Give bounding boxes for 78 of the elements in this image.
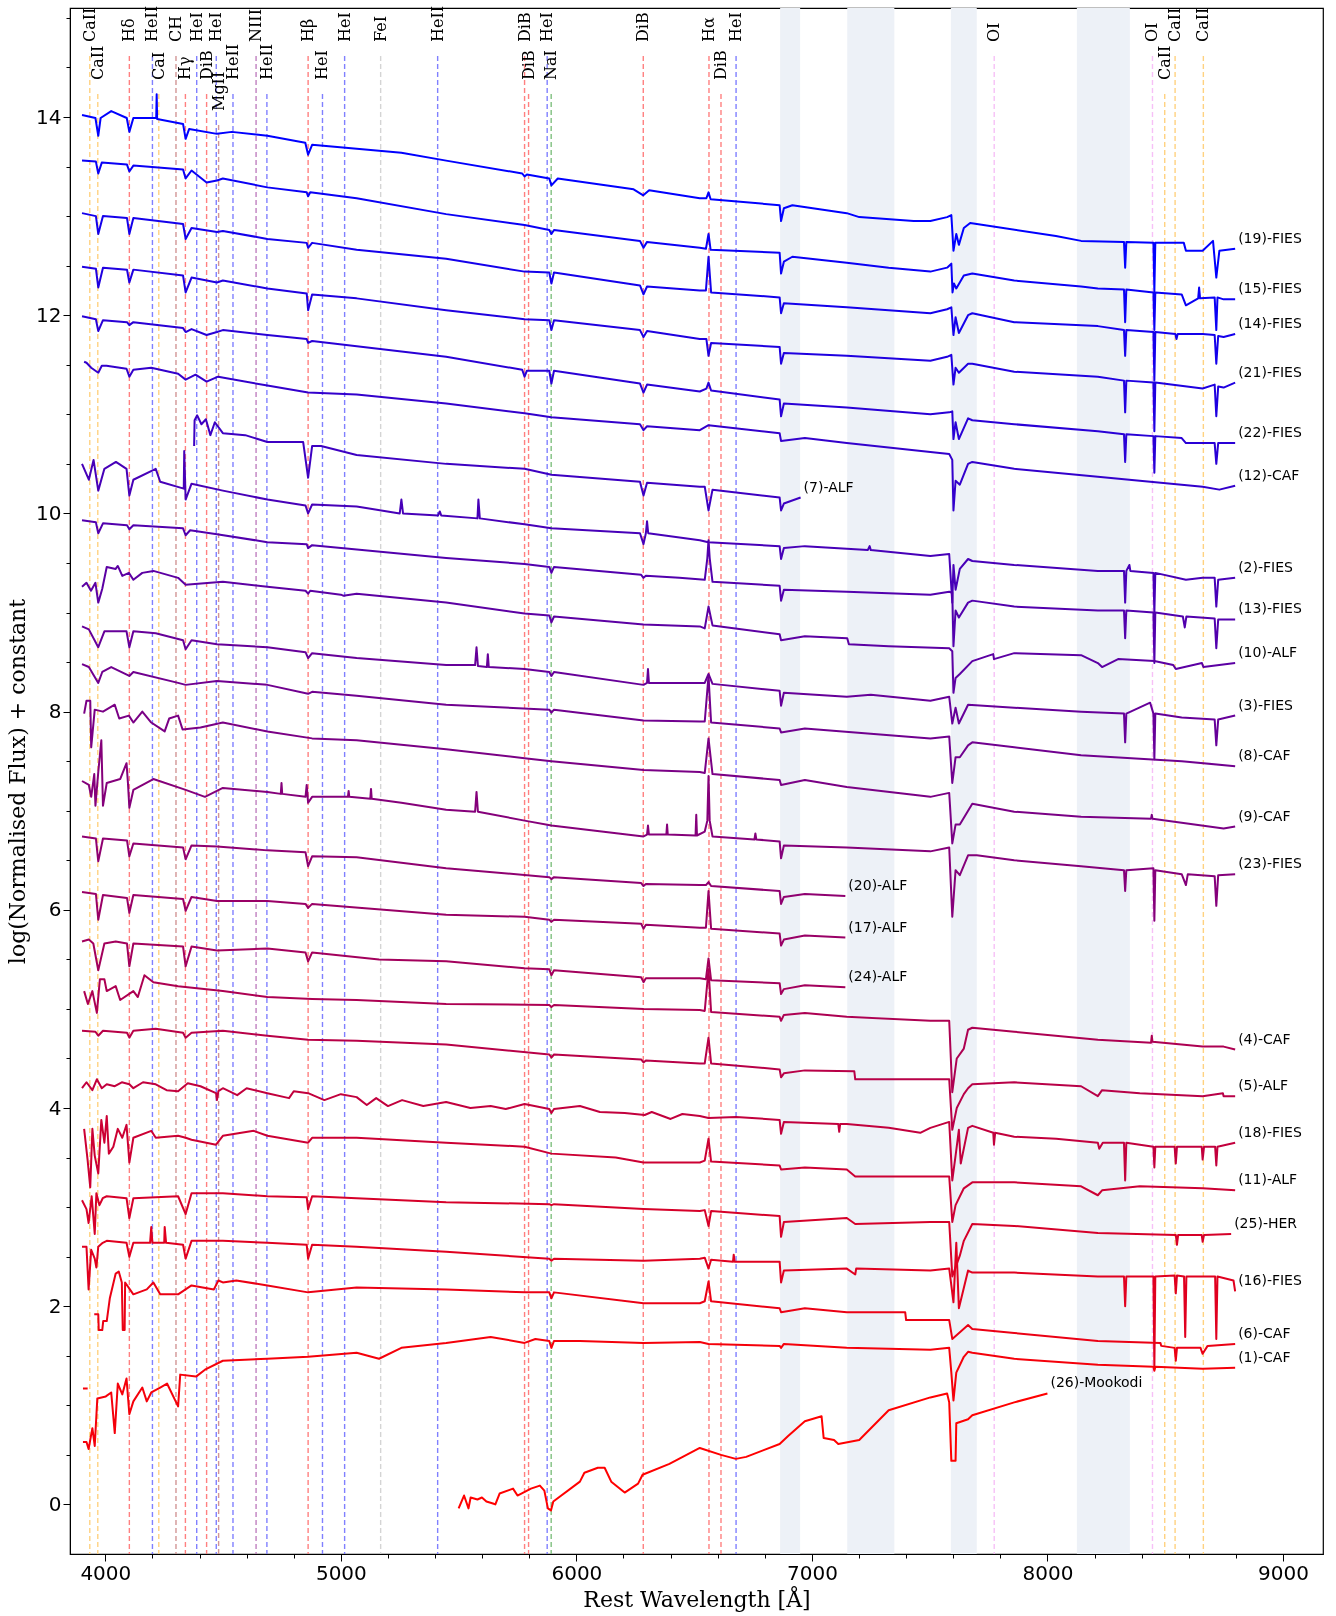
series-label: (1)-CAF: [1238, 1348, 1291, 1365]
ref-line-label: HeII: [256, 43, 276, 80]
ref-line-label: HeI: [206, 12, 226, 42]
series-label: (22)-FIES: [1238, 424, 1302, 441]
ref-line-label: CaII: [1165, 7, 1185, 42]
x-tick-label: 5000: [315, 1560, 367, 1585]
series-label: (2)-FIES: [1238, 558, 1294, 575]
series-label: (4)-CAF: [1238, 1030, 1291, 1047]
ref-line-label: DiB: [633, 12, 653, 42]
series-label: (20)-ALF: [848, 876, 908, 893]
ref-line-label: Hδ: [119, 18, 139, 42]
y-tick-label: 8: [48, 699, 62, 724]
ref-line-label: FeI: [370, 15, 390, 42]
x-tick-label: 6000: [551, 1560, 603, 1585]
line-series: [81, 890, 847, 947]
ref-line-label: OI: [984, 22, 1004, 42]
series-label: (15)-FIES: [1238, 280, 1302, 297]
line-series: [81, 1335, 1237, 1450]
ref-line-label: CaII: [1154, 45, 1174, 80]
series-label: (18)-FIES: [1238, 1123, 1302, 1140]
x-tick-label: 8000: [1022, 1560, 1074, 1585]
ref-line-label: NIII: [246, 9, 266, 42]
series-label: (19)-FIES: [1238, 229, 1302, 246]
ref-line-label: HeI: [537, 12, 557, 42]
series-label: (23)-FIES: [1238, 855, 1302, 872]
series-label: (14)-FIES: [1238, 315, 1302, 332]
ref-line-label: DiB: [710, 50, 730, 80]
line-series: [81, 739, 1237, 922]
line-series: [83, 699, 1237, 845]
ref-line-label: DiB: [514, 12, 534, 42]
series-label: (6)-CAF: [1238, 1324, 1291, 1341]
series-label: (10)-ALF: [1238, 644, 1298, 661]
ref-line-label: HeI: [186, 12, 206, 42]
y-tick-label: 2: [48, 1293, 62, 1318]
ref-line-label: CaII: [79, 7, 99, 42]
ref-line-label: OI: [1142, 22, 1162, 42]
series-label: (21)-FIES: [1238, 363, 1302, 380]
series-label: (12)-CAF: [1238, 466, 1300, 483]
series-label: (7)-ALF: [803, 478, 854, 495]
y-tick-label: 12: [36, 302, 62, 327]
ref-line-label: CaII: [87, 45, 107, 80]
y-tick-label: 6: [48, 897, 62, 922]
ref-line-label: CH: [165, 15, 185, 42]
line-series: [81, 315, 1237, 474]
ref-line-label: HeI: [334, 12, 354, 42]
x-axis-title: Rest Wavelength [Å]: [583, 1584, 811, 1612]
x-tick-label: 9000: [1258, 1560, 1309, 1585]
ref-line-label: Hγ: [175, 56, 195, 80]
ref-line-label: CaI: [148, 51, 168, 80]
ref-line-label: CaII: [1193, 7, 1213, 42]
series-label: (9)-CAF: [1238, 807, 1291, 824]
ref-line-label: Hβ: [298, 18, 318, 42]
x-tick-label: 7000: [786, 1560, 838, 1585]
line-series: [193, 414, 802, 512]
line-series: [83, 360, 1237, 512]
y-tick-label: 10: [36, 500, 62, 525]
y-axis-title: log(Normalised Flux) + constant: [5, 598, 31, 965]
series-label: (8)-CAF: [1238, 747, 1291, 764]
ref-line-label: HeI: [726, 12, 746, 42]
ref-line-label: NaI: [541, 50, 561, 80]
y-tick-label: 4: [48, 1095, 62, 1120]
line-series: [81, 835, 847, 905]
x-tick-label: 4000: [80, 1560, 132, 1585]
series-label: (24)-ALF: [848, 968, 908, 985]
line-series: [457, 1392, 1049, 1512]
y-tick-label: 14: [36, 104, 62, 129]
series-label: (13)-FIES: [1238, 600, 1302, 617]
ref-line-label: DiB: [518, 50, 538, 80]
series-label: (3)-FIES: [1238, 696, 1294, 713]
y-tick-label: 0: [48, 1491, 62, 1516]
series-label: (25)-HER: [1234, 1214, 1298, 1231]
series-label: (16)-FIES: [1238, 1272, 1302, 1289]
ref-line-label: Hα: [698, 17, 718, 42]
series-label: (11)-ALF: [1238, 1171, 1298, 1188]
series-label: (17)-ALF: [848, 918, 908, 935]
series-label: (26)-Mookodi: [1050, 1374, 1143, 1391]
ref-line-label: HeI: [312, 50, 332, 80]
series-label: (5)-ALF: [1238, 1077, 1289, 1094]
